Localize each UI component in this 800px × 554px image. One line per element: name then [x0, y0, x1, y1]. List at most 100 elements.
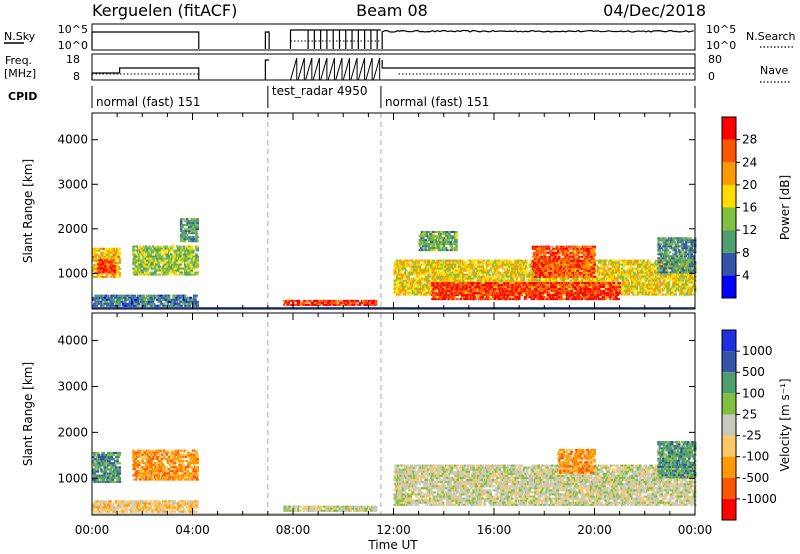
- power-gate: [434, 294, 438, 297]
- power-gate: [645, 275, 649, 278]
- power-gate: [478, 271, 481, 274]
- power-gate: [93, 302, 96, 305]
- power-gate: [617, 267, 620, 270]
- power-gate: [431, 273, 434, 276]
- power-gate: [188, 304, 191, 307]
- power-gate: [196, 273, 199, 276]
- power-gate: [186, 259, 189, 262]
- power-gate: [507, 267, 511, 270]
- power-gate: [474, 263, 478, 266]
- power-gate: [184, 298, 188, 301]
- power-gate: [628, 259, 632, 262]
- freq-line: [91, 59, 695, 80]
- power-gate: [168, 245, 172, 248]
- power-gate: [92, 273, 95, 276]
- power-gate: [107, 263, 110, 266]
- power-gate: [92, 259, 95, 262]
- power-gate: [408, 271, 411, 274]
- power-gate: [116, 261, 119, 264]
- power-gate: [621, 275, 625, 278]
- power-gate: [518, 259, 521, 262]
- power-gate: [482, 261, 486, 264]
- power-gate: [115, 275, 118, 278]
- power-gate: [436, 263, 440, 266]
- power-gate: [107, 259, 111, 262]
- power-gate: [140, 249, 143, 252]
- power-gate: [191, 251, 195, 254]
- power-gate: [171, 298, 174, 301]
- power-gate: [179, 269, 182, 272]
- power-gate: [467, 269, 471, 272]
- power-gate: [508, 279, 512, 282]
- power-gate: [159, 245, 163, 248]
- power-gate: [625, 281, 628, 284]
- power-gate: [431, 261, 434, 264]
- power-gate: [134, 273, 138, 276]
- power-gate: [467, 288, 471, 291]
- power-gate: [101, 257, 104, 260]
- beam-title: Beam 08: [356, 1, 428, 20]
- power-gate: [423, 273, 426, 276]
- power-gate: [637, 261, 641, 264]
- power-gate: [689, 285, 692, 288]
- power-gate: [526, 259, 529, 262]
- power-gate: [644, 265, 648, 268]
- power-gate: [406, 285, 409, 288]
- power-gate: [689, 273, 692, 276]
- power-gate: [97, 249, 101, 252]
- power-gate: [92, 296, 95, 299]
- power-gate: [402, 261, 406, 264]
- power-gate: [568, 287, 571, 290]
- power-gate: [642, 289, 646, 292]
- power-gate: [651, 269, 655, 272]
- power-gate: [155, 263, 158, 266]
- power-gate: [679, 281, 682, 284]
- power-gate: [176, 247, 180, 250]
- power-gate: [468, 292, 472, 295]
- power-gate: [412, 285, 416, 288]
- power-gate: [636, 273, 640, 276]
- power-gate: [140, 273, 143, 276]
- power-gate: [149, 247, 152, 250]
- power-gate: [150, 296, 154, 299]
- power-gate: [506, 286, 510, 289]
- power-gate: [497, 292, 500, 295]
- power-gate: [473, 277, 476, 280]
- power-gate: [447, 267, 450, 270]
- power-gate: [645, 267, 649, 270]
- power-gate: [583, 279, 586, 282]
- power-gate: [542, 279, 545, 282]
- power-gate: [514, 273, 518, 276]
- power-gate: [615, 261, 618, 264]
- power-gate: [420, 273, 424, 276]
- power-gate: [623, 265, 626, 268]
- power-gate: [537, 279, 540, 282]
- power-gate: [679, 277, 682, 280]
- power-gate: [506, 269, 510, 272]
- power-gate: [454, 279, 457, 282]
- power-gate: [455, 259, 458, 262]
- power-gate: [534, 292, 537, 295]
- power-gate: [434, 269, 438, 272]
- power-gate: [418, 265, 422, 268]
- power-gate: [181, 236, 184, 239]
- power-gate: [615, 259, 618, 262]
- power-gate: [196, 302, 199, 305]
- power-gate: [98, 255, 102, 258]
- power-gate: [181, 300, 185, 303]
- power-gate: [179, 230, 183, 233]
- power-gate: [179, 247, 182, 250]
- power-gate: [674, 291, 677, 294]
- power-gate: [484, 294, 488, 297]
- power-gate: [439, 296, 442, 299]
- power-gate: [135, 300, 139, 303]
- power-gate: [519, 263, 522, 266]
- power-gate: [420, 283, 424, 286]
- power-gate: [495, 285, 498, 288]
- power-gate: [637, 291, 641, 294]
- power-gate: [178, 298, 181, 301]
- power-gate: [663, 277, 666, 280]
- power-gate: [465, 290, 468, 293]
- power-gate: [442, 273, 446, 276]
- nsky-panel: N.Sky 10^5 10^0 10^5 10^0 N.Search: [4, 23, 796, 52]
